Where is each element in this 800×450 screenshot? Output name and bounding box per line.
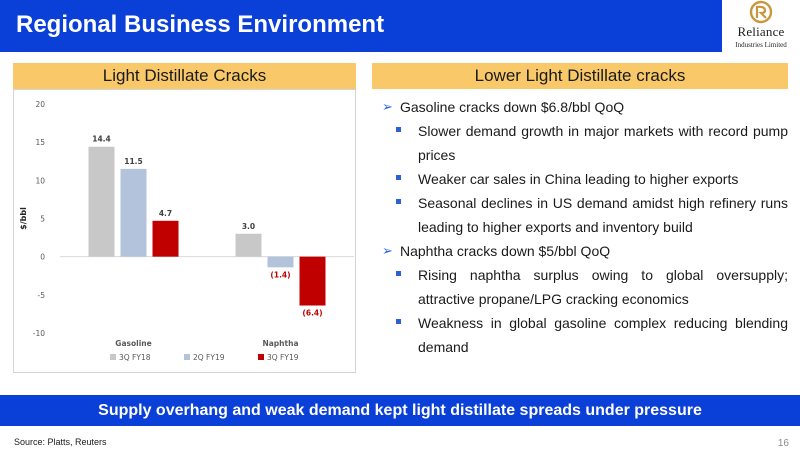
arrow-bullet-icon: ➢ [382,99,393,114]
bullet-text: Naphtha cracks down $5/bbl QoQ [400,243,611,259]
slide-title: Regional Business Environment [16,11,385,38]
data-label: 4.7 [159,209,172,218]
data-label: (1.4) [270,270,290,279]
sub-bullet-item: Rising naphtha surplus owing to global o… [380,263,788,311]
legend-label: 2Q FY19 [193,353,225,362]
summary-banner: Supply overhang and weak demand kept lig… [0,395,800,426]
bar-3q-fy19-gasoline [152,220,179,257]
logo-name: Reliance [737,24,785,39]
page-number: 16 [777,438,789,449]
data-label: 11.5 [124,157,143,166]
y-tick-label: 10 [35,176,45,185]
square-bullet-icon [396,199,401,204]
y-axis-title: $/bbl [19,207,28,230]
sub-bullet-text: Seasonal declines in US demand amidst hi… [418,195,788,235]
logo-subtitle: Industries Limited [735,41,787,49]
chart-panel-header: Light Distillate Cracks [13,63,356,89]
bar-2q-fy19-gasoline [120,168,147,257]
y-tick-label: -10 [33,329,45,338]
legend-swatch [110,354,116,360]
sub-bullet-text: Weaker car sales in China leading to hig… [418,171,739,187]
y-tick-label: 0 [40,253,45,262]
bullet-text: Gasoline cracks down $6.8/bbl QoQ [400,99,625,115]
bar-3q-fy18-naphtha [235,233,262,257]
bullet-item: ➢ Gasoline cracks down $6.8/bbl QoQ [380,95,788,119]
sub-bullet-text: Rising naphtha surplus owing to global o… [418,267,788,307]
commentary-panel-header: Lower Light Distillate cracks [372,63,788,89]
bullet-list: ➢ Gasoline cracks down $6.8/bbl QoQ Slower… [380,95,788,359]
square-bullet-icon [396,271,401,276]
company-logo: Reliance Industries Limited [722,0,800,52]
square-bullet-icon [396,319,401,324]
sub-bullet-item: Weaker car sales in China leading to hig… [380,167,788,191]
y-tick-label: -5 [38,291,46,300]
sub-bullet-item: Weakness in global gasoline complex redu… [380,311,788,359]
legend-swatch [184,354,190,360]
sub-bullet-item: Seasonal declines in US demand amidst hi… [380,191,788,239]
bar-chart: 20 15 10 5 0 -5 -10 $/bbl 14.4 11.5 4.7 Gasoline 3.0… [19,100,354,362]
square-bullet-icon [396,175,401,180]
square-bullet-icon [396,127,401,132]
chart-area: 20 15 10 5 0 -5 -10 $/bbl 14.4 11.5 4.7 Gasoline 3.0… [13,89,356,373]
x-category-label: Naphtha [262,339,298,348]
bar-3q-fy19-naphtha [299,256,326,306]
legend-label: 3Q FY19 [267,353,299,362]
sub-bullet-text: Slower demand growth in major markets wi… [418,123,788,163]
y-tick-label: 20 [35,100,45,109]
source-note: Source: Platts, Reuters [14,437,107,447]
x-category-label: Gasoline [115,339,151,348]
title-bar: Regional Business Environment [0,0,722,52]
data-label: (6.4) [302,309,322,318]
legend-swatch [258,354,264,360]
arrow-bullet-icon: ➢ [382,243,393,258]
bar-2q-fy19-naphtha [267,256,294,268]
legend-label: 3Q FY18 [119,353,151,362]
y-tick-label: 5 [40,215,45,224]
data-label: 3.0 [242,222,255,231]
sub-bullet-text: Weakness in global gasoline complex redu… [418,315,788,355]
reliance-logo-icon [749,0,773,24]
bullet-item: ➢ Naphtha cracks down $5/bbl QoQ [380,239,788,263]
bar-3q-fy18-gasoline [88,146,115,257]
y-tick-label: 15 [35,138,45,147]
sub-bullet-item: Slower demand growth in major markets wi… [380,119,788,167]
data-label: 14.4 [92,135,111,144]
